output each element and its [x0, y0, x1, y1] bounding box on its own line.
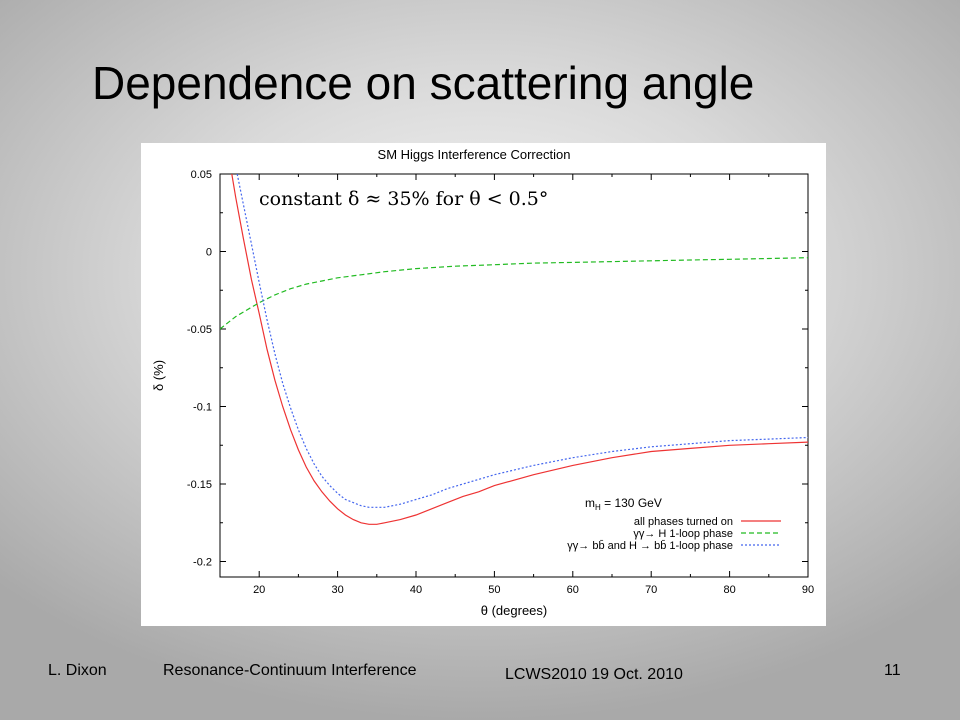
series-line-1 [231, 174, 808, 525]
y-tick-label: -0.15 [187, 479, 212, 491]
plot-frame [219, 173, 809, 578]
chart-annotation: constant δ ≈ 35% for θ < 0.5° [259, 188, 548, 210]
y-tick-label: -0.05 [187, 324, 212, 336]
legend-label-3: γγ→ bb̄ and H → bb̄ 1-loop phase [567, 539, 733, 552]
series-line-2 [220, 257, 808, 330]
y-tick-label: -0.2 [193, 557, 212, 569]
y-tick-label: 0.05 [191, 169, 212, 181]
x-tick-label: 80 [723, 584, 735, 596]
x-tick-label: 40 [410, 584, 422, 596]
footer-page-number: 11 [884, 662, 901, 679]
footer-talk-title: Resonance-Continuum Interference [163, 662, 417, 679]
chart-title: SM Higgs Interference Correction [378, 147, 571, 162]
x-tick-label: 60 [567, 584, 579, 596]
x-axis-label: θ (degrees) [481, 603, 547, 618]
legend-label-2: γγ→ H 1-loop phase [633, 528, 733, 540]
x-tick-label: 90 [802, 584, 814, 596]
slide-title: Dependence on scattering angle [92, 57, 755, 109]
legend-label-1: all phases turned on [634, 516, 733, 528]
y-tick-label: -0.1 [193, 402, 212, 414]
x-tick-label: 20 [253, 584, 265, 596]
footer-author: L. Dixon [48, 662, 107, 679]
plot-panel: 20 30 40 50 60 70 80 90 0.05 0 -0.05 -0.1 -0.15 -0.2 S… [141, 143, 826, 626]
y-axis-label: δ (%) [151, 360, 166, 391]
legend-title: mH = 130 GeV [585, 496, 662, 512]
x-tick-label: 50 [488, 584, 500, 596]
series-line-3 [236, 174, 808, 508]
y-tick-label: 0 [206, 247, 212, 259]
chart-svg: 20 30 40 50 60 70 80 90 0.05 0 -0.05 -0.1 -0.15 -0.2 S… [151, 147, 814, 618]
x-tick-label: 70 [645, 584, 657, 596]
footer-conference: LCWS2010 19 Oct. 2010 [505, 666, 683, 683]
x-tick-label: 30 [331, 584, 343, 596]
